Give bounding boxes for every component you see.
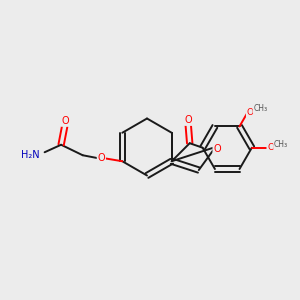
Text: CH₃: CH₃ xyxy=(253,104,267,113)
Text: O: O xyxy=(247,108,254,117)
Text: H₂N: H₂N xyxy=(22,150,40,160)
Text: O: O xyxy=(61,116,69,126)
Text: O: O xyxy=(184,115,192,125)
Text: CH₃: CH₃ xyxy=(274,140,288,148)
Text: O: O xyxy=(213,144,221,154)
Text: O: O xyxy=(267,143,274,152)
Text: O: O xyxy=(98,153,105,163)
